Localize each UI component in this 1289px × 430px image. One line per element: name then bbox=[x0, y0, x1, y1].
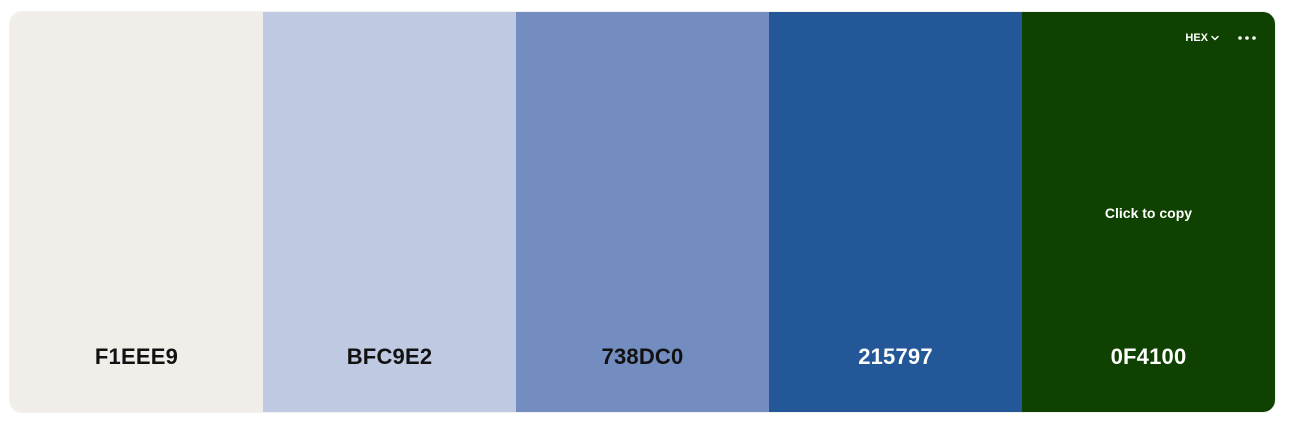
color-swatch-4[interactable]: 215797 bbox=[769, 12, 1022, 412]
swatch-hex-label: 738DC0 bbox=[601, 344, 684, 369]
color-format-select[interactable]: HEX bbox=[1185, 32, 1219, 44]
swatch-hex-label: F1EEE9 bbox=[94, 344, 179, 369]
more-dots-icon[interactable] bbox=[1237, 30, 1257, 46]
swatch-controls: HEX bbox=[1185, 30, 1257, 46]
format-label: HEX bbox=[1185, 32, 1208, 44]
color-swatch-3[interactable]: 738DC0 bbox=[516, 12, 769, 412]
click-to-copy-hint: Click to copy bbox=[1104, 205, 1193, 221]
swatch-hex-label: 215797 bbox=[858, 344, 933, 369]
color-swatch-1[interactable]: F1EEE9 bbox=[10, 12, 263, 412]
chevron-down-icon bbox=[1211, 35, 1219, 41]
color-swatch-2[interactable]: BFC9E2 bbox=[263, 12, 516, 412]
color-palette: F1EEE9 BFC9E2 738DC0 215797 HEX Click to… bbox=[10, 12, 1275, 412]
swatch-hex-label: BFC9E2 bbox=[346, 344, 433, 369]
swatch-hex-label: 0F4100 bbox=[1110, 344, 1187, 369]
color-swatch-5[interactable]: HEX Click to copy 0F4100 bbox=[1022, 12, 1275, 412]
